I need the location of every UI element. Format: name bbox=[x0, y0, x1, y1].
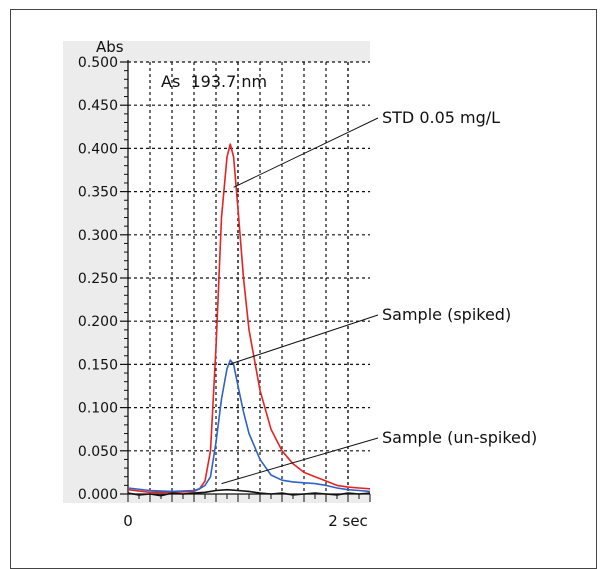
y-axis-label: Abs bbox=[96, 38, 124, 56]
annotations: STD 0.05 mg/L Sample (spiked) Sample (un-s… bbox=[221, 108, 537, 485]
y-tick-label: 0.400 bbox=[78, 141, 118, 157]
y-tick-label: 0.350 bbox=[78, 185, 118, 201]
callout-unspiked-label: Sample (un-spiked) bbox=[382, 428, 537, 447]
y-tick-label: 0.450 bbox=[78, 98, 118, 114]
chart-title: As 193.7 nm bbox=[161, 72, 267, 91]
leader-line bbox=[233, 117, 379, 188]
y-tick-label: 0.250 bbox=[78, 271, 118, 287]
callout-std-label: STD 0.05 mg/L bbox=[382, 108, 500, 127]
y-axis-ticks: 0.000 0.050 0.100 0.150 0.200 0.250 0.300 0.350… bbox=[78, 55, 128, 503]
series-line-unspiked bbox=[127, 488, 371, 497]
y-tick-label: 0.300 bbox=[78, 228, 118, 244]
y-tick-label: 0.100 bbox=[78, 401, 118, 417]
y-tick-label: 0.050 bbox=[78, 444, 118, 460]
x-axis-ticks: 0 2 sec bbox=[123, 494, 371, 530]
series-group bbox=[127, 143, 371, 497]
y-tick-label: 0.150 bbox=[78, 357, 118, 373]
y-tick-label: 0.200 bbox=[78, 314, 118, 330]
x-tick-label: 0 bbox=[123, 512, 133, 530]
leader-line bbox=[229, 314, 379, 365]
x-tick-label: 2 sec bbox=[328, 512, 368, 530]
grid bbox=[128, 61, 370, 494]
series-line-spiked bbox=[127, 359, 371, 493]
y-tick-label: 0.500 bbox=[78, 55, 118, 71]
y-tick-label: 0.000 bbox=[78, 487, 118, 503]
leader-line bbox=[221, 437, 379, 485]
callout-spiked-label: Sample (spiked) bbox=[382, 305, 511, 324]
